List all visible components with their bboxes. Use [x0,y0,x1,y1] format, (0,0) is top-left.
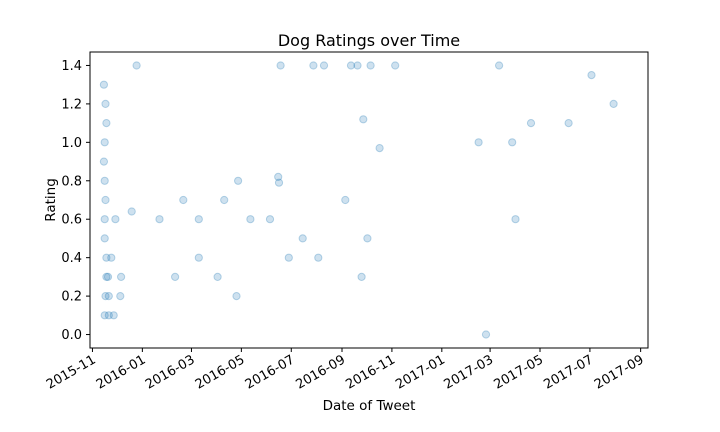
data-point [366,61,375,70]
data-point [155,215,164,224]
data-point [508,138,517,147]
data-point [234,176,243,185]
data-point [107,253,116,262]
chart-title: Dog Ratings over Time [278,31,460,50]
y-tick-label: 0.6 [61,213,82,228]
data-point [363,234,372,243]
y-tick-label: 1.0 [61,136,82,151]
y-tick-label: 0.8 [61,174,82,189]
data-point [179,195,188,205]
data-point [284,253,293,262]
data-point [511,215,520,224]
data-point [100,311,109,320]
data-point [194,253,203,262]
x-axis-title: Date of Tweet [323,398,416,414]
y-tick-label: 1.4 [61,59,82,74]
data-point [117,272,126,281]
data-point [246,215,255,224]
data-point [375,144,384,153]
data-point [194,215,203,224]
data-point [495,61,504,70]
plot-frame [89,51,649,349]
data-point [587,71,596,80]
data-point [102,272,111,281]
data-point [341,195,350,205]
data-point [232,292,241,301]
y-tick-label: 0.0 [61,328,82,343]
y-axis-title: Rating [43,178,59,222]
data-point [102,253,111,262]
data-point [274,172,283,181]
data-point [265,215,275,224]
data-point [100,176,109,185]
scatter-points [99,61,618,339]
data-point [213,272,222,281]
data-point [132,61,141,70]
data-point [101,292,110,301]
data-point [109,311,118,320]
data-point [474,138,483,147]
data-point [220,195,229,205]
y-tick-label: 0.2 [61,290,82,305]
data-point [353,61,362,70]
data-point [346,61,356,70]
data-point [99,157,109,166]
data-point [298,234,307,243]
data-point [100,138,109,147]
data-point [127,207,136,216]
data-point [100,215,109,224]
data-point [314,253,323,262]
data-point [564,119,573,128]
data-point [102,119,111,128]
data-point [274,178,284,187]
data-point [111,215,120,224]
y-tick-label: 1.2 [61,97,82,112]
data-point [481,330,491,339]
data-point [100,234,109,243]
data-point [103,272,113,281]
data-point [276,61,285,70]
data-point [319,61,329,70]
data-point [104,311,113,320]
data-point [104,292,113,301]
data-point [359,115,368,124]
data-point [116,292,125,301]
data-point [101,99,110,109]
data-point [309,61,318,70]
data-point [99,80,109,89]
data-point [357,272,366,281]
data-point [171,272,180,281]
data-point [609,99,618,109]
data-point [526,119,536,128]
data-point [101,195,110,205]
y-tick-label: 0.4 [61,251,82,266]
data-point [391,61,400,70]
y-axis: 0.0 0.2 0.4 0.6 0.8 1.0 1.2 1.4 [61,59,90,343]
